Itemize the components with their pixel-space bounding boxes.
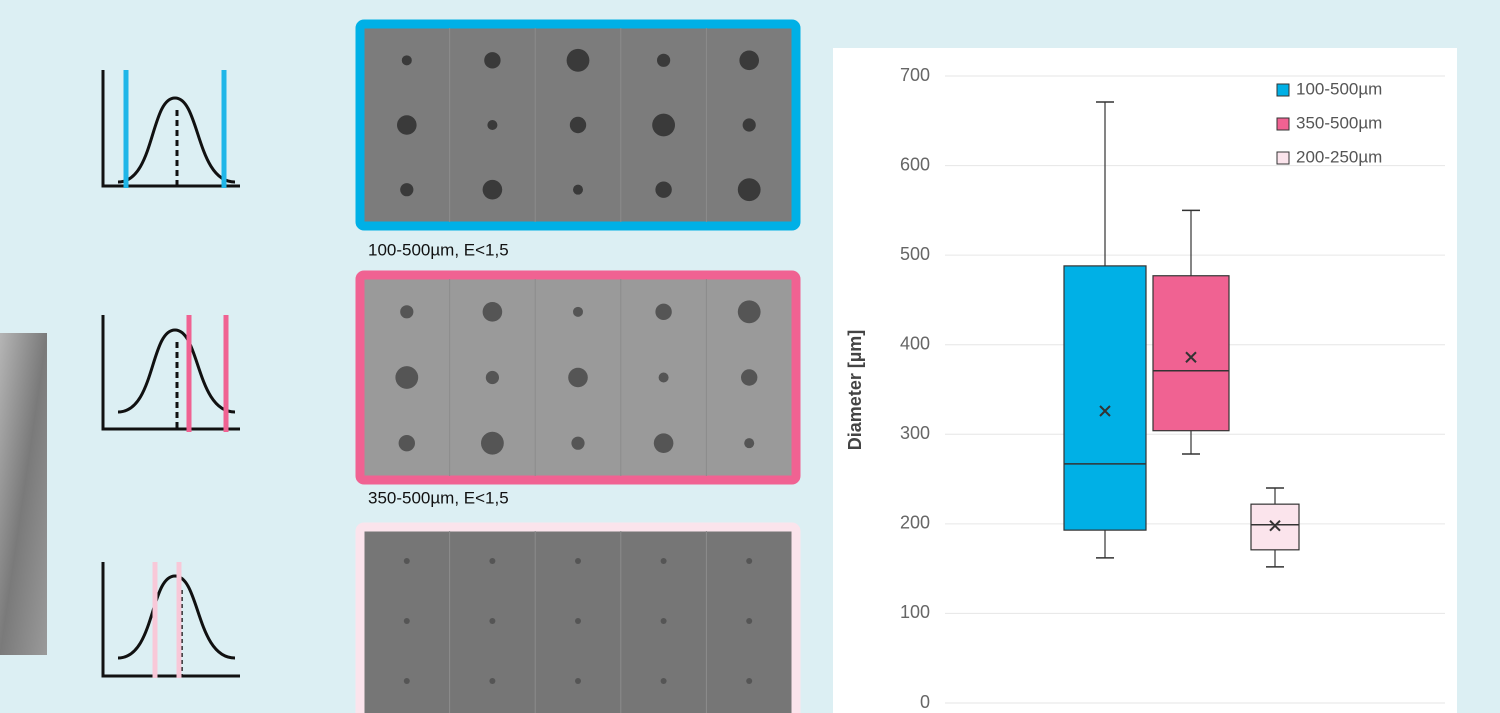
particle [483,302,503,322]
y-tick-label: 200 [900,513,930,533]
particle [570,117,586,133]
particle [489,618,495,624]
particle [573,185,583,195]
y-tick-label: 500 [900,244,930,264]
legend-swatch [1277,152,1289,164]
particle [746,678,752,684]
particle [743,118,756,131]
particle [661,678,667,684]
distribution-icon [103,562,240,678]
y-tick-label: 300 [900,423,930,443]
box [1153,276,1229,431]
particle [481,432,504,455]
legend-label: 100-500µm [1296,79,1382,98]
particle [568,368,588,388]
particle [571,437,584,450]
legend-label: 350-500µm [1296,113,1382,132]
particle [659,373,669,383]
legend-swatch [1277,118,1289,130]
particle [652,114,675,137]
particle [395,366,418,389]
particle [404,618,410,624]
y-tick-label: 400 [900,333,930,353]
particle [746,618,752,624]
particle [661,558,667,564]
particle [397,115,417,135]
caption: 350-500µm, E<1,5 [368,488,509,507]
particle [486,371,499,384]
distribution-icon [103,315,240,432]
particle [484,52,500,68]
legend-label: 200-250µm [1296,147,1382,166]
particle [573,307,583,317]
particle [657,54,670,67]
y-tick-label: 0 [920,692,930,712]
particle [483,180,503,200]
particle [575,678,581,684]
y-tick-label: 700 [900,65,930,85]
box [1064,266,1146,530]
particle [655,304,671,320]
y-axis-label: Diameter [µm] [845,330,865,450]
caption: 100-500µm, E<1,5 [368,240,509,259]
particle [738,300,761,323]
particle [575,618,581,624]
particle [404,558,410,564]
particle [402,55,412,65]
particle [400,305,413,318]
particle [567,49,590,72]
particle [739,51,759,71]
canvas: 100-500µm, E<1,5 350-500µm, E<1,5 Diamet… [0,0,1500,713]
particle [404,678,410,684]
particle [575,558,581,564]
particle [738,178,761,201]
particle [489,678,495,684]
legend-swatch [1277,84,1289,96]
particle [399,435,415,451]
particle [741,369,757,385]
particle [654,433,674,453]
page: 100-500µm, E<1,5 350-500µm, E<1,5 Diamet… [0,0,1500,713]
particle [746,558,752,564]
particle [744,438,754,448]
y-tick-label: 100 [900,602,930,622]
side-image [0,333,47,655]
particle [489,558,495,564]
particle [487,120,497,130]
particle [655,181,671,197]
particle [661,618,667,624]
particle [400,183,413,196]
distribution-icon [103,70,240,188]
y-tick-label: 600 [900,154,930,174]
